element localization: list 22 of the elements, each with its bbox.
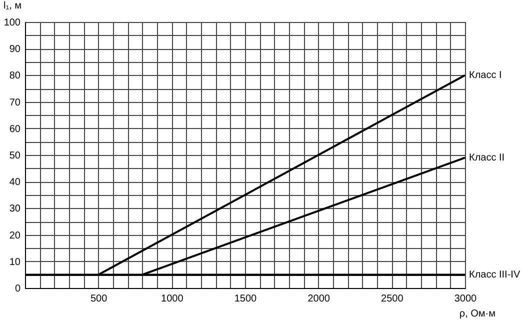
y-tick-label: 50 [9,150,21,162]
y-tick-label: 10 [9,256,21,268]
x-tick-label: 2500 [381,294,404,304]
y-tick-label: 70 [9,97,21,108]
series-label: Класс II [469,152,505,164]
y-tick-label: 60 [9,124,21,135]
y-tick-label: 80 [9,70,21,82]
x-axis-title: ρ, Ом·м [459,308,496,320]
x-tick-label: 2000 [308,294,330,304]
y-tick-label: 100 [4,18,21,28]
x-tick-label: 1500 [234,294,258,304]
y-tick-label: 90 [9,44,21,56]
y-tick-label: 0 [14,284,21,294]
y-axis-title: l₁, м [4,0,22,12]
y-tick-label: 30 [9,204,21,215]
series-label: Класс I [469,70,502,82]
y-tick-label: 40 [9,177,21,188]
x-tick-label: 1000 [161,294,184,304]
series-label: Класс III-IV [469,270,520,281]
x-tick-label: 3000 [454,294,478,304]
x-tick-label: 500 [90,294,108,304]
y-tick-label: 20 [9,230,21,242]
